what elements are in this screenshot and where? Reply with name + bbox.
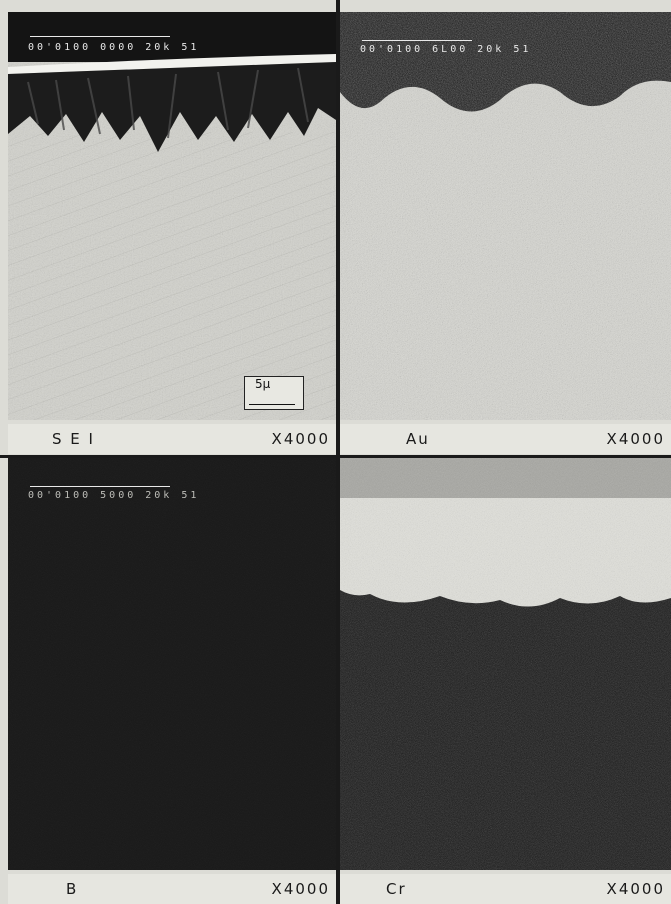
sei-image-panel: 00'0100 0000 20k 51 5µ [8, 12, 336, 420]
au-magnification: X4000 [606, 430, 665, 448]
au-label: Au [406, 430, 430, 448]
au-caption: Au X4000 [340, 424, 671, 454]
au-micrograph [340, 12, 671, 420]
b-caption: B X4000 [8, 874, 336, 904]
cr-micrograph [340, 458, 671, 870]
scale-bar-marker: 5µ [244, 376, 304, 410]
b-scale-line [30, 486, 170, 487]
b-map-panel: 00'0100 5000 20k 51 [8, 458, 336, 870]
sei-magnification: X4000 [271, 430, 330, 448]
cr-map-panel [340, 458, 671, 870]
cr-label: Cr [386, 880, 407, 898]
sei-header-text: 00'0100 0000 20k 51 [28, 42, 200, 53]
sei-label: S E I [52, 430, 95, 448]
middle-divider [0, 455, 671, 458]
b-micrograph [8, 458, 336, 870]
cr-caption: Cr X4000 [340, 874, 671, 904]
au-header-text: 00'0100 6L00 20k 51 [360, 44, 532, 55]
scale-bar-line [249, 404, 295, 405]
au-map-panel: 00'0100 6L00 20k 51 [340, 12, 671, 420]
b-label: B [66, 880, 79, 898]
scale-bar-label: 5µ [255, 377, 271, 391]
b-header-text: 00'0100 5000 20k 51 [28, 490, 200, 501]
center-divider [336, 0, 340, 904]
b-magnification: X4000 [271, 880, 330, 898]
au-scale-line [362, 40, 472, 41]
sei-caption: S E I X4000 [8, 424, 336, 454]
sei-micrograph [8, 12, 336, 420]
cr-magnification: X4000 [606, 880, 665, 898]
sei-scale-line [30, 36, 170, 37]
